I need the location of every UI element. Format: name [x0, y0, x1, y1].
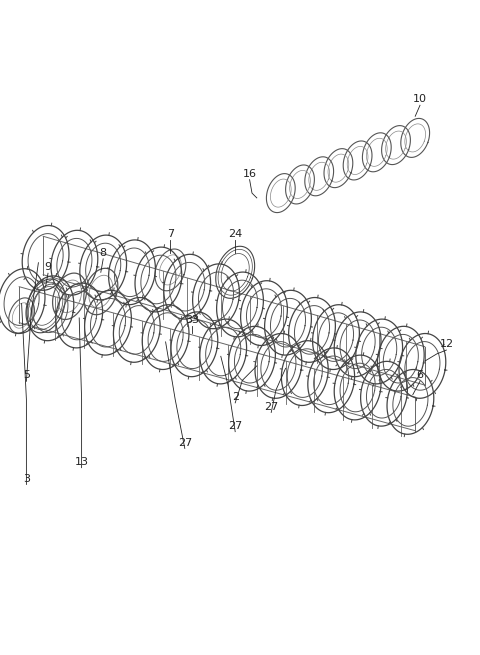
- Text: 12: 12: [439, 339, 454, 349]
- Text: 2: 2: [232, 392, 239, 402]
- Text: 27: 27: [228, 421, 242, 431]
- Text: 24: 24: [228, 229, 242, 238]
- Text: 13: 13: [74, 457, 89, 467]
- Text: 9: 9: [45, 262, 51, 272]
- Text: 6: 6: [417, 370, 423, 381]
- Text: 7: 7: [167, 229, 174, 238]
- Text: 3: 3: [23, 474, 30, 483]
- Text: 27: 27: [178, 438, 192, 447]
- Text: 10: 10: [413, 94, 427, 104]
- Text: 33: 33: [185, 315, 199, 325]
- Text: 16: 16: [242, 169, 257, 179]
- Text: 5: 5: [23, 370, 30, 381]
- Text: 27: 27: [264, 402, 278, 411]
- Text: 8: 8: [100, 248, 107, 258]
